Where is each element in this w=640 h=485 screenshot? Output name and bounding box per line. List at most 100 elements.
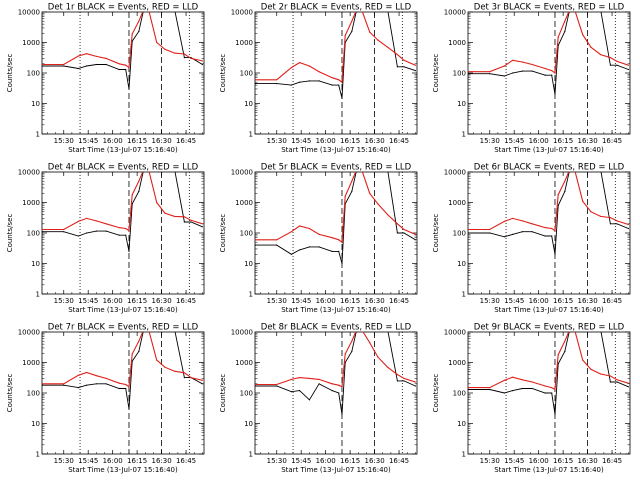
events-point [290,253,292,255]
chart-panel: Det 5r BLACK = Events, RED = LLD 1 10 100 10… [219,163,418,314]
lld-point [531,381,533,383]
events-point [341,97,343,99]
y-tick-label: 1 [36,451,40,459]
lld-point [396,54,398,56]
x-tick-label: 16:15 [340,297,360,305]
lld-point [590,211,592,213]
lld-point [341,386,343,388]
lld-point [276,79,278,81]
lld-point [616,220,618,222]
lld-point [42,228,44,231]
x-axis-label: Start Time (13-Jul-07 15:16:40) [494,466,604,474]
y-axis-label: Counts/sec [6,54,14,93]
lld-point [564,180,566,182]
events-point [118,68,120,71]
events-point [201,226,203,228]
series-group [42,12,203,90]
lld-point [468,387,470,389]
x-tick-label: 15:45 [291,297,311,305]
lld-point [331,77,333,79]
y-tick-label: 100 [453,390,466,398]
y-tick-label: 1000 [448,359,466,367]
y-tick-label: 100 [240,390,253,398]
panel-title: Det 8r BLACK = Events, RED = LLD [261,323,412,333]
series-group [468,172,630,255]
events-point [299,390,301,392]
y-tick-label: 1000 [448,199,466,207]
y-tick-label: 10000 [444,329,466,337]
lld-point [299,225,301,227]
lld-point [118,382,120,384]
lld-point [308,65,310,67]
y-tick-label: 10 [244,260,253,268]
lld-point [489,387,491,389]
x-axis-label: Start Time (13-Jul-07 15:16:40) [281,306,391,314]
y-axis-label: Counts/sec [6,214,14,253]
y-tick-label: 1 [249,451,253,459]
events-point [521,70,524,72]
x-tick-label: 16:45 [389,297,409,305]
events-point [318,80,320,82]
plot-frame [254,331,418,455]
lld-point [468,71,470,73]
panel-title: Det 7r BLACK = Events, RED = LLD [48,323,199,333]
events-point [86,384,88,386]
series-group [42,172,203,252]
events-point [77,387,79,389]
events-point [63,384,65,386]
series-group [255,332,416,415]
lld-point [128,386,130,388]
lld-point [156,41,158,44]
events-point [351,30,353,33]
events-point [276,385,278,387]
lld-point [557,354,559,356]
events-point [609,223,612,225]
lld-point [77,374,79,376]
lld-point [128,230,130,232]
y-tick-label: 10000 [231,169,253,177]
y-tick-label: 100 [240,230,253,238]
lld-point [174,215,176,217]
lld-point [86,371,88,374]
x-tick-label: 16:00 [529,457,549,465]
events-point [551,392,553,394]
lld-point [118,63,120,65]
x-tick-label: 16:00 [103,457,123,465]
lld-point [503,220,505,222]
events-point [503,392,505,394]
lld-point [299,377,301,379]
lld-point [338,79,340,81]
x-tick-label: 15:45 [78,297,98,305]
x-tick-label: 16:45 [602,457,622,465]
events-point [351,350,353,353]
y-tick-label: 10 [457,100,466,108]
panel-title: Det 4r BLACK = Events, RED = LLD [48,163,199,173]
events-point [544,392,546,394]
x-tick-label: 16:00 [316,457,336,465]
lld-point [531,223,533,225]
y-axis-label: Counts/sec [432,54,440,93]
lld-point [544,385,546,387]
x-tick-label: 16:45 [176,137,196,145]
plot-frame [467,11,631,135]
events-point [616,223,618,225]
lld-point [511,59,514,61]
lld-point [255,383,257,386]
lld-point [590,46,592,48]
lld-point [521,61,524,63]
events-point [616,381,618,383]
y-tick-label: 10 [244,420,253,428]
lld-point [276,383,278,386]
events-point [468,232,470,234]
y-tick-label: 10 [31,260,40,268]
lld-point [308,227,310,230]
lld-point [105,223,107,225]
lld-point [118,227,120,229]
lld-point [318,378,320,380]
lld-point [131,353,133,355]
lld-point [377,203,379,205]
events-point [183,57,185,59]
events-point [95,230,97,232]
events-point [564,30,566,33]
y-tick-label: 1000 [235,39,253,47]
